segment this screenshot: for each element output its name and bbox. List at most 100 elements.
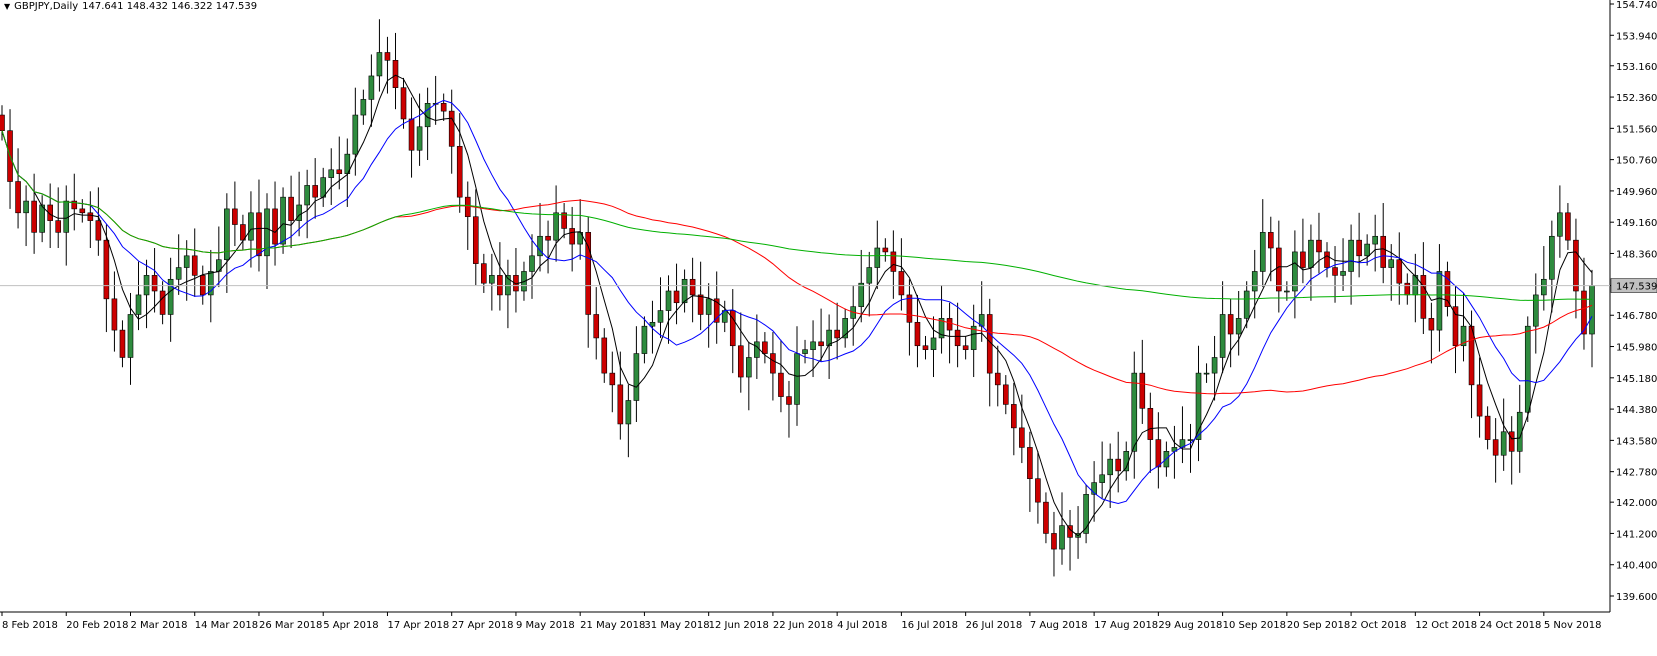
bear-candle-body [946, 318, 953, 331]
candle [569, 206, 575, 272]
x-tick-label: 2 Oct 2018 [1351, 620, 1406, 631]
collapse-triangle-icon[interactable]: ▼ [4, 2, 11, 11]
candle [962, 335, 969, 360]
candle [689, 257, 696, 323]
candle [585, 216, 592, 348]
candle [1356, 212, 1362, 278]
bull-candle-body [810, 341, 816, 350]
candle [0, 105, 5, 141]
y-tick-label: 153.160 [1616, 62, 1657, 73]
bear-candle-body [232, 208, 238, 225]
candle [472, 189, 479, 286]
candle [930, 316, 937, 378]
candle [1508, 416, 1515, 485]
x-tick-label: 26 Jul 2018 [966, 620, 1023, 631]
bear-candle-body [1227, 314, 1234, 335]
bear-candle-body [1267, 232, 1274, 249]
bull-candle-body [553, 212, 559, 241]
candle [216, 226, 222, 288]
candle [505, 259, 511, 329]
bull-candle-body [1348, 239, 1354, 272]
bear-candle-body [1468, 325, 1475, 386]
candle [641, 316, 648, 364]
candle [874, 220, 881, 290]
candle [545, 220, 551, 274]
candle [360, 89, 367, 125]
bull-candle-body [866, 267, 873, 284]
bull-candle-body [1091, 482, 1097, 495]
candle [1227, 298, 1234, 368]
bull-candle-body [224, 208, 230, 261]
y-tick-label: 148.360 [1616, 249, 1657, 260]
candle [119, 320, 126, 368]
x-tick-label: 9 May 2018 [516, 620, 575, 631]
candle [336, 136, 343, 190]
bull-candle-body [681, 278, 688, 304]
bull-candle-body [1107, 458, 1113, 476]
x-tick-label: 27 Apr 2018 [452, 620, 514, 631]
candle [79, 199, 86, 223]
candle [1147, 392, 1154, 473]
candle [280, 187, 286, 254]
bear-candle-body [400, 87, 407, 120]
candle [111, 271, 118, 352]
candle [1115, 431, 1122, 493]
candle [207, 249, 214, 323]
candle [1549, 220, 1555, 313]
bear-candle-body [1316, 239, 1322, 253]
candle [71, 173, 78, 231]
bear-candle-body [962, 345, 969, 350]
bull-candle-body [1541, 278, 1547, 296]
candle [63, 185, 70, 266]
bull-candle-body [1259, 232, 1266, 272]
candle [625, 384, 632, 458]
candle [529, 234, 535, 299]
candle [858, 249, 865, 323]
candle [802, 339, 808, 364]
candle [224, 193, 230, 293]
bull-candle-body [1284, 290, 1290, 293]
candle [384, 36, 391, 94]
y-tick-label: 154.740 [1616, 0, 1657, 11]
candles [0, 19, 1595, 577]
bull-candle-body [705, 298, 712, 315]
candle [1195, 345, 1202, 462]
bull-candle-body [930, 337, 937, 350]
bull-candle-body [1388, 259, 1395, 268]
candle [850, 285, 857, 346]
bull-candle-body [23, 200, 29, 214]
bull-candle-body [489, 275, 495, 284]
candle [1300, 218, 1306, 284]
candle [1075, 506, 1081, 559]
bear-candle-body [994, 372, 1001, 386]
candle [1179, 406, 1186, 464]
candle [970, 304, 977, 378]
candle [1532, 273, 1539, 354]
bear-candle-body [1508, 431, 1515, 452]
candle [408, 97, 415, 178]
candle [1107, 443, 1113, 509]
y-tick-label: 142.780 [1616, 468, 1657, 479]
candle [376, 19, 383, 92]
bear-candle-body [159, 290, 166, 315]
candle [1308, 224, 1314, 301]
x-tick-label: 5 Nov 2018 [1544, 620, 1602, 631]
candle [151, 247, 158, 313]
bear-candle-body [481, 263, 487, 284]
candle [464, 181, 471, 250]
bull-candle-body [537, 235, 543, 257]
bear-candle-body [392, 60, 399, 88]
candle [1565, 203, 1571, 250]
bear-candle-body [689, 278, 696, 296]
x-tick-label: 29 Aug 2018 [1158, 620, 1222, 631]
candle [922, 335, 929, 360]
candle [87, 191, 94, 248]
bear-candle-body [456, 146, 463, 198]
bull-candle-body [657, 310, 664, 323]
candle [400, 77, 407, 129]
bull-candle-body [1251, 271, 1258, 292]
bear-candle-body [906, 294, 913, 323]
bull-candle-body [296, 204, 302, 221]
bear-candle-body [448, 110, 455, 147]
